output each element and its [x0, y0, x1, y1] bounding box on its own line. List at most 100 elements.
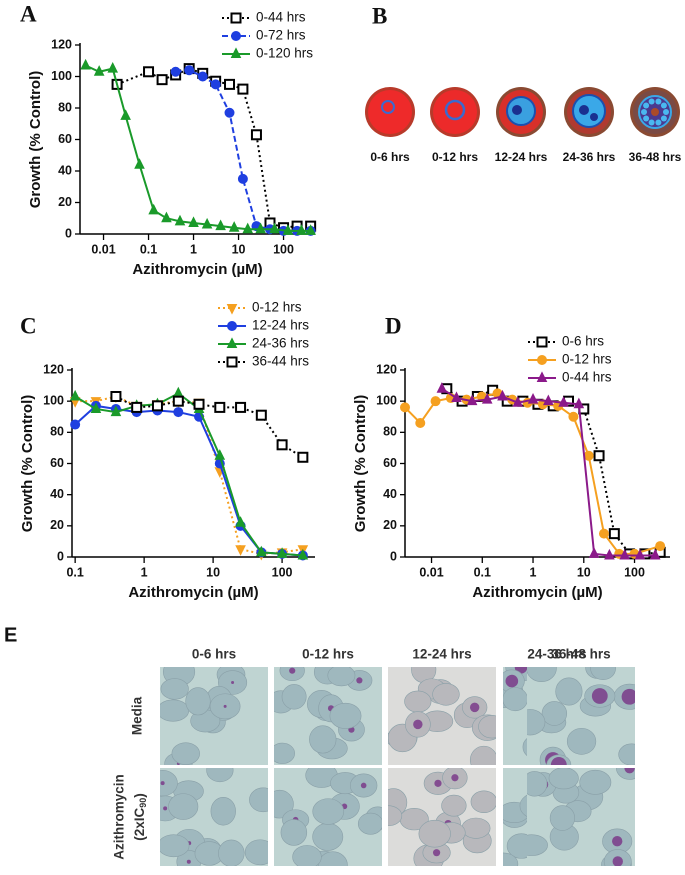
blood-cell	[160, 834, 190, 858]
data-point	[174, 214, 186, 226]
merozoite	[641, 109, 647, 115]
nucleus	[590, 113, 598, 121]
blood-cell	[244, 839, 268, 866]
x-axis-label: Azithromycin (µM)	[132, 261, 262, 278]
data-point	[134, 158, 145, 169]
cells	[527, 768, 635, 866]
legend-marker	[230, 47, 242, 58]
data-point	[466, 394, 478, 406]
data-point	[69, 389, 81, 401]
parasite	[413, 719, 423, 730]
legend-marker	[536, 371, 548, 382]
blood-cell	[549, 805, 576, 831]
data-point	[210, 79, 221, 90]
merozoite	[643, 102, 650, 109]
data-point	[619, 548, 631, 560]
blood-cell	[566, 727, 597, 755]
cells	[527, 667, 635, 765]
y-tick-label: 100	[51, 69, 72, 83]
y-axis-label: Growth (% Control)	[19, 395, 36, 532]
data-point	[143, 66, 155, 78]
data-point	[276, 439, 288, 451]
legend-label: 36-44 hrs	[252, 354, 309, 369]
x-tick-label: 0.1	[474, 565, 491, 579]
blood-cell	[527, 771, 548, 797]
y-tick-label: 0	[57, 549, 64, 563]
data-point	[400, 402, 410, 413]
data-point	[151, 400, 163, 412]
column-header: 12-24 hrs	[412, 647, 471, 662]
data-point	[173, 407, 184, 418]
parasite	[505, 674, 519, 688]
data-point	[184, 65, 195, 76]
x-axis-label: Azithromycin (µM)	[128, 584, 258, 601]
data-point	[224, 107, 235, 118]
merozoite	[663, 109, 669, 115]
data-point	[415, 417, 426, 428]
legend-label: 0-72 hrs	[256, 28, 306, 43]
y-tick-label: 100	[43, 393, 64, 407]
rbc	[433, 90, 477, 134]
blood-cell	[441, 794, 467, 817]
data-point	[655, 541, 666, 552]
blood-cell	[327, 667, 356, 687]
series-line	[75, 395, 304, 555]
blood-cell	[280, 819, 308, 846]
cells	[160, 667, 248, 765]
blood-cell	[503, 687, 528, 712]
data-point	[430, 396, 441, 407]
data-point	[193, 398, 205, 410]
legend-label: 0-120 hrs	[256, 46, 313, 61]
legend-marker	[227, 321, 237, 331]
series-line	[74, 392, 303, 557]
y-tick-label: 100	[376, 393, 397, 407]
blood-cell	[527, 834, 548, 856]
blood-cell	[160, 678, 189, 700]
y-tick-label: 120	[51, 37, 72, 51]
parasite	[289, 667, 296, 674]
parasite	[451, 774, 459, 782]
parasite	[434, 779, 442, 787]
legend-label: 0-44 hrs	[562, 370, 612, 385]
micrograph	[274, 768, 382, 866]
blood-cell	[160, 770, 178, 797]
legend-label: 0-6 hrs	[562, 334, 604, 349]
data-point	[604, 548, 615, 560]
x-axis-label: Azithromycin (µM)	[472, 584, 602, 601]
x-tick-label: 100	[273, 242, 294, 256]
row-label: Azithromycin	[112, 774, 127, 860]
data-point	[250, 129, 262, 141]
column-header: 36-48 hrs	[551, 647, 610, 662]
data-point	[436, 382, 448, 393]
cells	[388, 768, 496, 866]
data-point	[608, 528, 620, 540]
parasite	[160, 781, 165, 786]
column-header: 0-6 hrs	[192, 647, 236, 662]
blood-cell	[171, 742, 200, 765]
row-label-subscript: 90	[138, 798, 148, 808]
data-point	[558, 396, 569, 407]
x-tick-label: 10	[206, 565, 220, 579]
parasite	[572, 94, 606, 128]
data-point	[598, 528, 609, 539]
parasite	[550, 756, 567, 765]
parasite	[163, 806, 168, 811]
merozoite	[660, 115, 667, 122]
y-tick-label: 60	[58, 132, 72, 146]
x-tick-label: 0.01	[91, 242, 115, 256]
parasite	[356, 677, 363, 684]
data-point	[228, 221, 240, 232]
cells	[388, 667, 496, 765]
micrograph	[160, 768, 268, 866]
data-point	[588, 547, 600, 558]
data-point	[269, 222, 280, 234]
merozoite	[648, 119, 655, 126]
cells	[274, 667, 373, 764]
data-point	[583, 450, 594, 461]
data-point	[297, 451, 309, 463]
y-tick-label: 40	[58, 163, 72, 177]
x-tick-label: 0.01	[419, 565, 443, 579]
data-point	[237, 83, 249, 95]
data-point	[215, 219, 226, 231]
